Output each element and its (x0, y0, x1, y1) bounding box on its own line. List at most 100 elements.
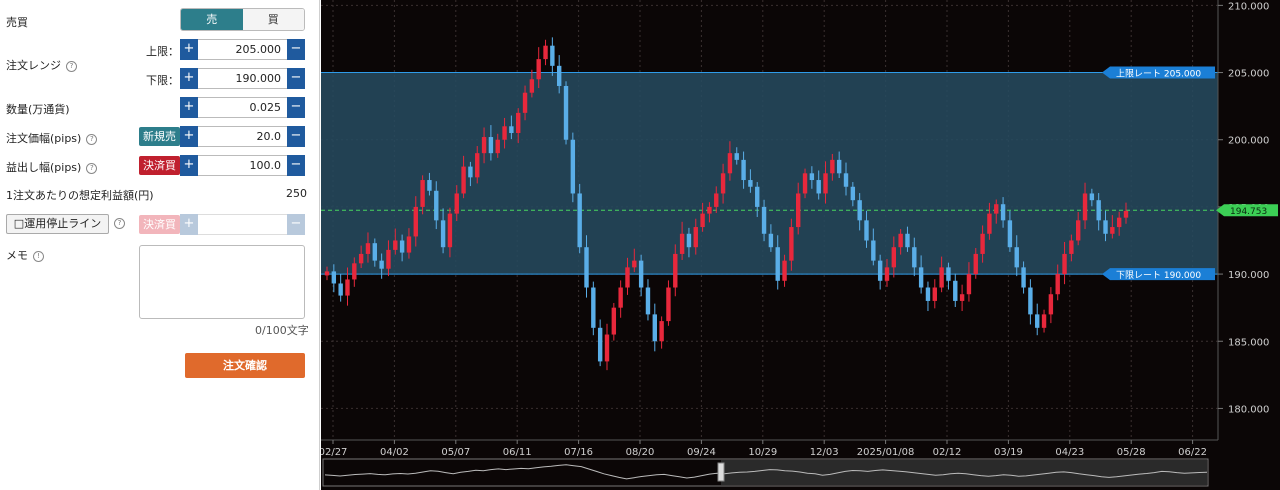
qty-plus-button[interactable]: + (180, 97, 198, 118)
candle-body (1055, 274, 1060, 295)
candle-body (1000, 204, 1006, 221)
candle-body (1082, 193, 1088, 221)
candle-body (522, 92, 528, 113)
lower-plus-button[interactable]: + (180, 68, 198, 89)
buy-option[interactable]: 買 (242, 9, 304, 30)
candle-body (577, 193, 582, 248)
help-icon[interactable]: ? (86, 133, 98, 145)
x-tick-label: 2025/01/08 (857, 447, 915, 458)
memo-label: メモ! (6, 247, 44, 263)
width-input[interactable]: 20.0 (198, 126, 287, 147)
candle-body (707, 206, 712, 214)
candle-body (700, 213, 705, 228)
width-label: 注文価幅(pips)? (6, 130, 98, 146)
candle-body (741, 159, 746, 181)
candle-body (638, 260, 644, 288)
y-tick-label: 180.000 (1228, 404, 1269, 415)
range-label: 注文レンジ? (6, 57, 77, 73)
width-plus-button[interactable]: + (180, 126, 198, 147)
candle-body (393, 240, 398, 250)
upper-minus-button[interactable]: − (287, 39, 305, 60)
candle-body (898, 233, 903, 248)
tp-label: 益出し幅(pips)? (6, 159, 98, 175)
width-minus-button[interactable]: − (287, 126, 305, 147)
candle-body (1035, 314, 1040, 328)
qty-input[interactable]: 0.025 (198, 97, 287, 118)
candle-body (1116, 217, 1122, 228)
qty-label: 数量(万通貨) (6, 103, 70, 116)
price-chart[interactable]: 210.000205.000200.000195.000190.000185.0… (321, 0, 1280, 490)
stop-input[interactable] (198, 214, 287, 235)
candle-body (618, 287, 623, 308)
memo-textarea[interactable] (139, 245, 305, 319)
candle-body (932, 287, 937, 301)
x-tick-label: 03/19 (994, 447, 1023, 458)
chart-svg[interactable]: 210.000205.000200.000195.000190.000185.0… (321, 0, 1280, 490)
candle-body (1041, 314, 1047, 328)
candle-body (802, 173, 808, 194)
candle-body (1028, 287, 1033, 315)
candle-body (529, 79, 535, 93)
upper-stepper: + 205.000 − (180, 39, 305, 60)
candle-body (516, 112, 521, 134)
candle-body (666, 287, 671, 322)
x-tick-label: 02/12 (933, 447, 962, 458)
candle-body (447, 213, 453, 248)
candle-body (905, 233, 910, 248)
x-tick-label: 06/22 (1178, 447, 1207, 458)
memo-label-text: メモ (6, 249, 28, 262)
candle-body (1062, 253, 1067, 275)
lower-minus-button[interactable]: − (287, 68, 305, 89)
candle-body (1096, 200, 1101, 221)
candle-body (946, 267, 951, 281)
lower-label: 下限： (146, 74, 179, 87)
navigator-window[interactable] (721, 460, 1207, 485)
y-tick-label: 210.000 (1228, 1, 1269, 12)
candle-body (1103, 220, 1108, 234)
candle-body (495, 139, 500, 154)
help-icon[interactable]: ? (114, 218, 125, 229)
info-icon: ! (33, 250, 44, 262)
x-tick-label: 07/16 (564, 447, 593, 458)
upper-plus-button[interactable]: + (180, 39, 198, 60)
candle-body (652, 314, 657, 342)
help-icon[interactable]: ? (86, 162, 98, 174)
stop-plus-button[interactable]: + (180, 214, 198, 235)
candle-body (714, 193, 719, 207)
tp-input[interactable]: 100.0 (198, 155, 287, 176)
candle-body (358, 253, 364, 264)
candle-body (1021, 267, 1026, 288)
side-label: 売買 (6, 16, 28, 29)
y-tick-label: 190.000 (1228, 270, 1269, 281)
x-tick-label: 02/27 (321, 447, 347, 458)
side-toggle[interactable]: 売 買 (180, 8, 305, 31)
candle-body (324, 271, 330, 276)
candle-body (727, 153, 733, 174)
lower-input[interactable]: 190.000 (198, 68, 287, 89)
candle-body (597, 327, 603, 362)
navigator-handle[interactable] (717, 462, 725, 482)
order-form-panel: 売買 売 買 注文レンジ? 上限： + 205.000 − 下限： + 190.… (0, 0, 320, 490)
x-tick-label: 06/11 (503, 447, 532, 458)
x-tick-label: 05/07 (441, 447, 470, 458)
candle-body (331, 271, 337, 284)
x-tick-label: 05/28 (1117, 447, 1146, 458)
candle-body (1007, 220, 1013, 248)
qty-minus-button[interactable]: − (287, 97, 305, 118)
candle-body (645, 287, 651, 315)
sell-option[interactable]: 売 (181, 9, 243, 30)
stop-line-button[interactable]: □運用停止ライン (6, 214, 109, 234)
navigator[interactable] (322, 458, 1209, 487)
upper-input[interactable]: 205.000 (198, 39, 287, 60)
width-label-text: 注文価幅(pips) (6, 132, 82, 145)
stop-minus-button[interactable]: − (287, 214, 305, 235)
x-tick-label: 10/29 (748, 447, 777, 458)
candle-body (748, 180, 753, 187)
candle-body (816, 180, 821, 194)
width-stepper: + 20.0 − (180, 126, 305, 147)
confirm-order-button[interactable]: 注文確認 (185, 353, 305, 378)
tp-plus-button[interactable]: + (180, 155, 198, 176)
candle-body (871, 240, 876, 261)
tp-minus-button[interactable]: − (287, 155, 305, 176)
help-icon[interactable]: ? (66, 60, 77, 72)
